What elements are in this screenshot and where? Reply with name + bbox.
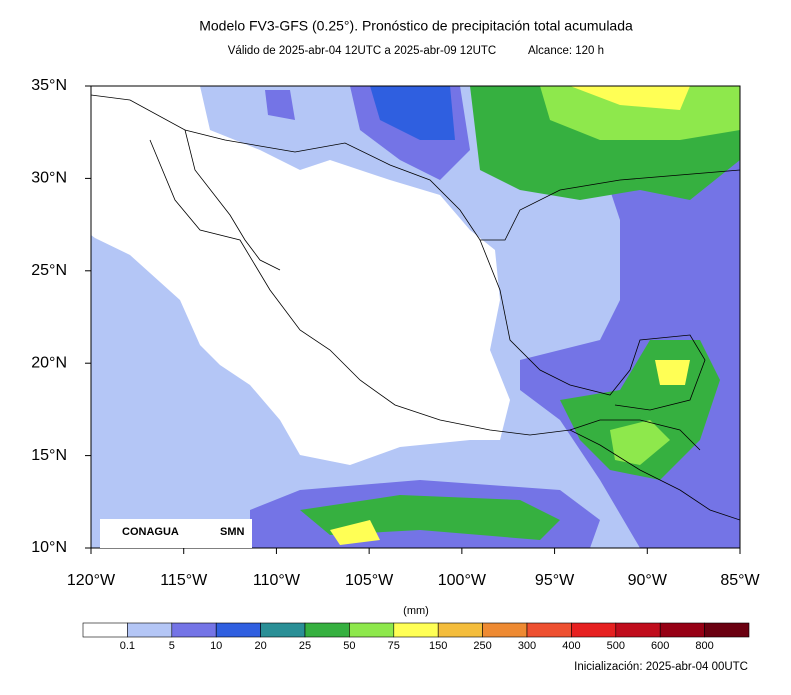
colorbar-label: 250 xyxy=(473,640,491,652)
lat-tick-label: 25°N xyxy=(31,262,67,279)
colorbar-label: 5 xyxy=(169,640,175,652)
lat-tick-label: 20°N xyxy=(31,354,67,371)
map-frame xyxy=(90,85,741,549)
title: Modelo FV3-GFS (0.25°). Pronóstico de pr… xyxy=(199,18,633,34)
colorbar-label: 75 xyxy=(388,640,400,652)
colorbar-box xyxy=(215,622,261,638)
colorbar-box xyxy=(127,622,173,638)
colorbar-label: 10 xyxy=(210,640,222,652)
colorbar-box xyxy=(349,622,395,638)
unit: (mm) xyxy=(403,605,429,617)
colorbar-box xyxy=(260,622,306,638)
lon-tick-label: 85°W xyxy=(720,572,760,589)
colorbar-label: 25 xyxy=(299,640,311,652)
lat-tick-label: 15°N xyxy=(31,447,67,464)
lat-tick-label: 30°N xyxy=(31,170,67,187)
colorbar-label: 20 xyxy=(254,640,266,652)
colorbar-label: 150 xyxy=(429,640,447,652)
logo-conagua: CONAGUA xyxy=(122,526,179,538)
logo-box xyxy=(100,519,252,548)
colorbar-box xyxy=(704,622,750,638)
colorbar-label: 0.1 xyxy=(120,640,135,652)
colorbar-box xyxy=(393,622,439,638)
init: Inicialización: 2025-abr-04 00UTC xyxy=(574,661,748,673)
lon-tick-label: 120°W xyxy=(67,572,116,589)
colorbar-label: 500 xyxy=(607,640,625,652)
colorbar-label: 600 xyxy=(651,640,669,652)
lon-tick-label: 105°W xyxy=(345,572,394,589)
logo-smn: SMN xyxy=(220,526,245,538)
lat-tick-label: 10°N xyxy=(31,539,67,556)
colorbar-label: 50 xyxy=(343,640,355,652)
colorbar-box xyxy=(615,622,661,638)
precip-field xyxy=(91,86,740,548)
colorbar-box xyxy=(437,622,483,638)
lon-tick-label: 90°W xyxy=(628,572,668,589)
lon-tick-label: 95°W xyxy=(535,572,575,589)
colorbar-box xyxy=(571,622,617,638)
lon-tick-label: 100°W xyxy=(438,572,487,589)
lat-tick-label: 35°N xyxy=(31,77,67,94)
colorbar-box xyxy=(659,622,705,638)
colorbar-box xyxy=(482,622,528,638)
valid: Válido de 2025-abr-04 12UTC a 2025-abr-0… xyxy=(228,45,497,57)
boundaries xyxy=(91,94,740,521)
colorbar-label: 400 xyxy=(562,640,580,652)
colorbar-label: 800 xyxy=(695,640,713,652)
colorbar-box xyxy=(171,622,217,638)
lon-tick-label: 110°W xyxy=(253,572,301,589)
colorbar-box xyxy=(82,622,128,638)
colorbar-label: 300 xyxy=(518,640,536,652)
lead: Alcance: 120 h xyxy=(528,45,604,57)
colorbar-box xyxy=(526,622,572,638)
lon-tick-label: 115°W xyxy=(160,572,208,589)
colorbar-box xyxy=(304,622,350,638)
